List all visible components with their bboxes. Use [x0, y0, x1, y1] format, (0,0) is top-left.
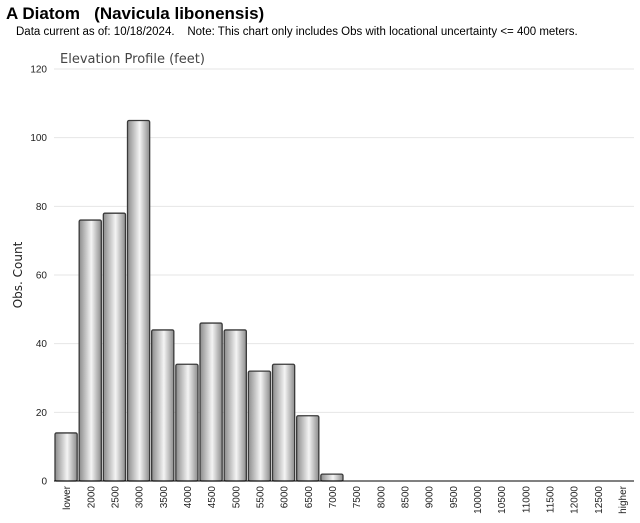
x-tick-label: 11500: [545, 486, 556, 514]
x-tick-label: 2000: [86, 486, 97, 509]
x-tick-label: 3000: [135, 486, 146, 509]
x-tick-label: 5000: [231, 486, 242, 509]
y-tick-label: 100: [30, 133, 47, 144]
bar: [175, 363, 199, 482]
y-tick-label: 20: [36, 408, 48, 419]
x-tick-label: 12500: [594, 486, 605, 514]
x-tick-label: 8000: [376, 486, 387, 509]
x-tick-label: 2500: [110, 486, 121, 509]
x-tick-label: 6500: [304, 486, 315, 509]
x-tick-label: lower: [62, 485, 73, 510]
x-tick-label: higher: [618, 485, 629, 513]
x-tick-label: 11000: [521, 486, 532, 514]
x-tick-label: 10500: [497, 486, 508, 514]
y-tick-label: 60: [36, 271, 48, 282]
bar: [296, 415, 320, 482]
data-note: Data current as of: 10/18/2024. Note: Th…: [16, 26, 578, 38]
bar: [102, 212, 127, 482]
x-tick-label: 10000: [473, 486, 484, 514]
y-tick-label: 0: [41, 477, 47, 488]
x-tick-label: 6000: [280, 486, 291, 509]
bar: [78, 219, 102, 482]
x-tick-label: 9500: [449, 486, 460, 509]
x-tick-label: 3500: [159, 486, 170, 509]
y-tick-label: 40: [36, 339, 48, 350]
bar: [199, 322, 223, 482]
x-tick-label: 4500: [207, 486, 218, 509]
x-tick-label: 5500: [255, 486, 266, 509]
bar: [223, 329, 247, 482]
bar: [54, 432, 78, 482]
x-tick-label: 7000: [328, 486, 339, 509]
y-tick-label: 120: [30, 65, 47, 76]
x-tick-label: 4000: [183, 486, 194, 509]
x-tick-label: 8500: [400, 486, 411, 509]
gridlines: [54, 68, 634, 482]
y-tick-label: 80: [36, 202, 48, 213]
bar: [320, 473, 344, 482]
bar: [271, 363, 296, 482]
chart-title: Elevation Profile (feet): [60, 52, 205, 67]
bar: [247, 370, 272, 482]
x-tick-label: 12000: [570, 486, 581, 514]
y-axis-label: Obs. Count: [11, 241, 25, 308]
x-tick-label: 9000: [425, 486, 436, 509]
bars: [54, 119, 344, 482]
bar: [151, 329, 175, 482]
page-title: A Diatom (Navicula libonensis): [6, 4, 265, 23]
axes: 0 20 40 60 80 100 120 lower 2000 2500 3000 3500 4000…: [30, 65, 634, 514]
bar: [126, 119, 151, 482]
x-tick-label: 7500: [352, 486, 363, 509]
